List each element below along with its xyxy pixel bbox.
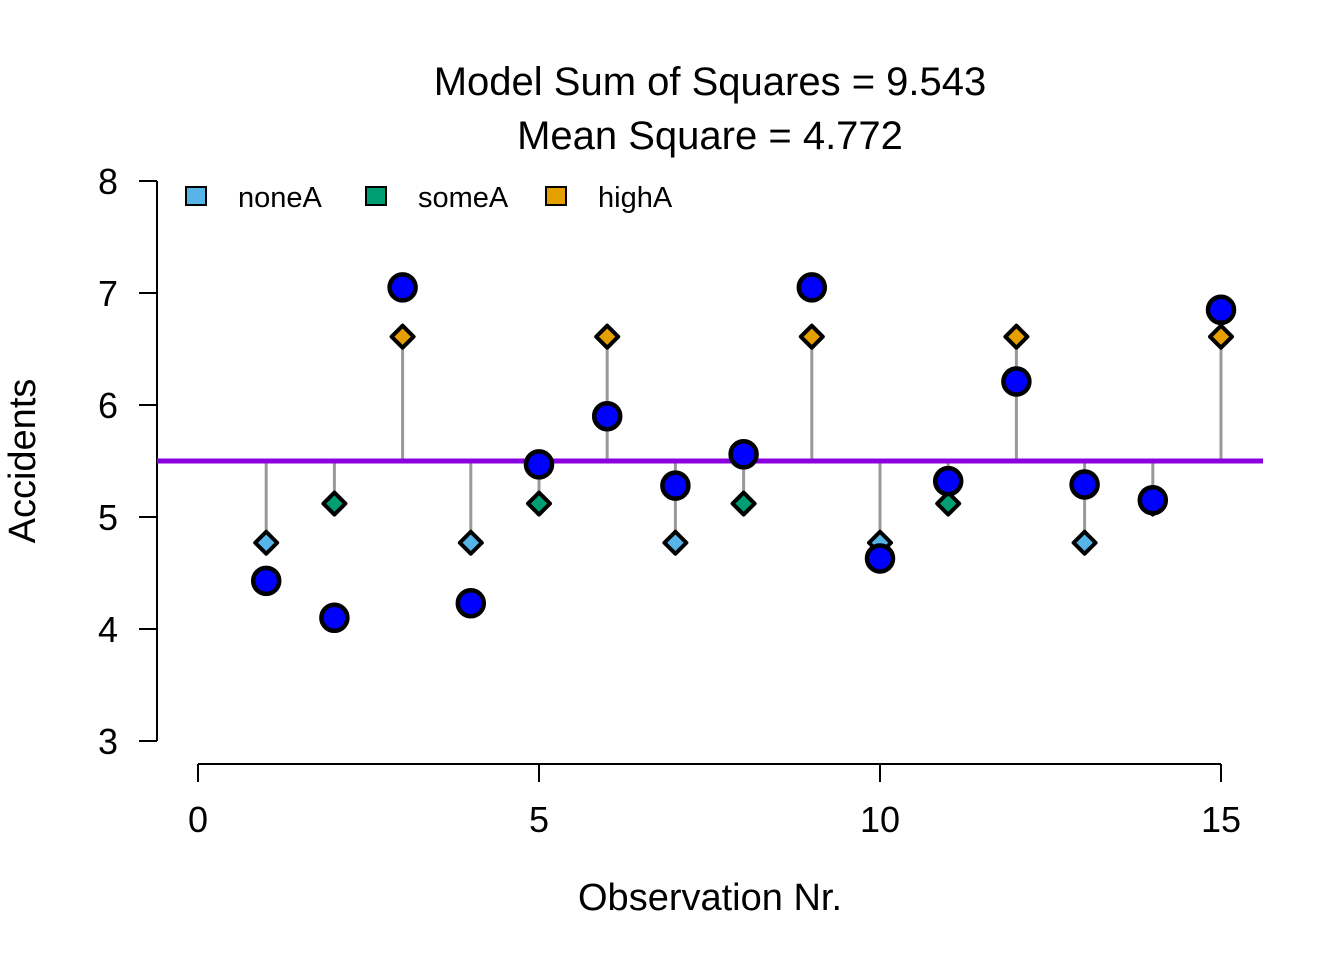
x-axis-label: Observation Nr. <box>578 877 842 919</box>
x-tick-label: 0 <box>188 799 208 840</box>
x-tick-label: 15 <box>1201 799 1241 840</box>
group-mean-marker <box>1208 323 1234 350</box>
observation-point <box>1069 469 1100 500</box>
group-mean-marker <box>1071 529 1098 556</box>
y-tick-label: 7 <box>98 273 118 314</box>
group-mean-marker <box>457 529 484 556</box>
y-tick-label: 4 <box>98 609 118 650</box>
group-mean-marker <box>389 323 416 350</box>
observation-point <box>728 439 759 470</box>
group-mean-marker <box>662 529 689 556</box>
observation-point <box>796 272 828 303</box>
chart-title-line2: Mean Square = 4.772 <box>517 114 903 158</box>
group-mean-marker <box>935 490 962 517</box>
group-mean-marker <box>1003 323 1030 350</box>
y-tick-label: 3 <box>98 721 118 762</box>
y-tick-label: 5 <box>98 497 118 538</box>
x-tick-label: 5 <box>529 799 549 840</box>
observation-point <box>319 602 350 634</box>
observation-point <box>660 470 691 501</box>
observation-points <box>250 272 1237 634</box>
group-mean-marker <box>526 490 552 517</box>
observation-point <box>864 543 896 574</box>
observation-point <box>250 565 282 597</box>
observation-point <box>1205 294 1237 326</box>
group-mean-marker <box>321 490 348 517</box>
y-axis-label: Accidents <box>2 379 44 544</box>
group-mean-markers <box>253 323 1234 556</box>
group-mean-marker <box>594 323 621 350</box>
observation-point <box>1001 366 1032 397</box>
legend-label-someA: someA <box>418 182 509 214</box>
observation-point <box>455 587 487 619</box>
x-axis: 0 5 10 15 <box>188 763 1241 840</box>
group-mean-marker <box>730 490 757 517</box>
y-tick-label: 8 <box>98 161 118 202</box>
legend-label-noneA: noneA <box>238 182 323 214</box>
group-mean-marker <box>798 323 825 350</box>
observation-point <box>1137 484 1169 516</box>
observation-point <box>932 465 964 497</box>
x-tick-label: 10 <box>860 799 900 840</box>
legend: noneA someA highA <box>185 182 673 214</box>
legend-swatch-someA <box>365 186 387 206</box>
group-mean-marker <box>253 529 280 556</box>
legend-swatch-highA <box>545 186 567 206</box>
legend-swatch-noneA <box>185 186 207 206</box>
chart-title-line1: Model Sum of Squares = 9.543 <box>434 60 987 104</box>
y-tick-label: 6 <box>98 385 118 426</box>
observation-point <box>523 449 555 480</box>
observation-point <box>387 272 418 303</box>
y-axis: 3 4 5 6 7 8 <box>98 161 158 762</box>
legend-label-highA: highA <box>598 182 673 214</box>
observation-point <box>591 400 623 432</box>
